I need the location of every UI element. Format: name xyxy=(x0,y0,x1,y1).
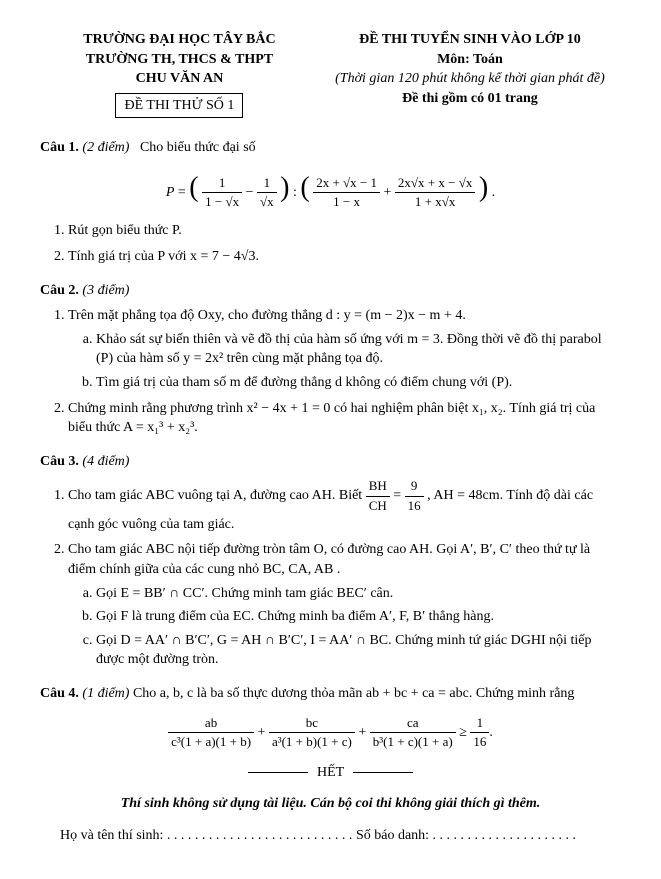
frac-den: c³(1 + a)(1 + b) xyxy=(168,733,254,751)
cau-2: Câu 2. (3 điểm) Trên mặt phẳng tọa độ Ox… xyxy=(40,281,621,438)
cau2-item1: Trên mặt phẳng tọa độ Oxy, cho đường thẳ… xyxy=(68,306,621,392)
frac-den: a³(1 + b)(1 + c) xyxy=(269,733,355,751)
frac-num: 9 xyxy=(405,477,424,496)
frac-den: 16 xyxy=(470,733,489,751)
page-count: Đề thi gồm có 01 trang xyxy=(319,89,621,109)
cau2-pts: (3 điểm) xyxy=(82,283,129,298)
school-name: CHU VĂN AN xyxy=(40,69,319,89)
cau3-list: Cho tam giác ABC vuông tại A, đường cao … xyxy=(40,477,621,670)
cau3-item2-text: Cho tam giác ABC nội tiếp đường tròn tâm… xyxy=(68,542,590,577)
cau1-item1: Rút gọn biểu thức P. xyxy=(68,221,621,241)
subject: Môn: Toán xyxy=(319,50,621,70)
cau2-title: Câu 2. xyxy=(40,283,79,298)
cau2-item1b: Tìm giá trị của tham số m để đường thẳng… xyxy=(96,373,621,393)
cau1-item2: Tính giá trị của P với x = 7 − 4√3. xyxy=(68,247,621,267)
cau4-title: Câu 4. xyxy=(40,686,79,701)
cau3-pts: (4 điểm) xyxy=(82,454,129,469)
school-level: TRƯỜNG TH, THCS & THPT xyxy=(40,50,319,70)
frac-num: ca xyxy=(370,714,456,733)
exam-title: ĐỀ THI TUYỂN SINH VÀO LỚP 10 xyxy=(319,30,621,50)
cau2-item1a: Khảo sát sự biến thiên và vẽ đồ thị của … xyxy=(96,330,621,369)
duration: (Thời gian 120 phút không kể thời gian p… xyxy=(319,69,621,89)
sign-line: Họ và tên thí sinh: . . . . . . . . . . … xyxy=(40,826,621,846)
frac-num: ab xyxy=(168,714,254,733)
cau3-item2c: Gọi D = AA′ ∩ B′C′, G = AH ∩ B′C′, I = A… xyxy=(96,631,621,670)
cau1-intro: Cho biểu thức đại số xyxy=(140,140,256,155)
frac-den: 1 + x√x xyxy=(395,193,475,211)
cau3-item1a: Cho tam giác ABC vuông tại A, đường cao … xyxy=(68,488,366,503)
end-line: HẾT xyxy=(40,763,621,783)
cau3-item2b: Gọi F là trung điểm của EC. Chứng minh b… xyxy=(96,607,621,627)
cau-1: Câu 1. (2 điểm) Cho biểu thức đại số P =… xyxy=(40,138,621,266)
frac-num: 2x√x + x − √x xyxy=(395,174,475,193)
cau2-item1-text: Trên mặt phẳng tọa độ Oxy, cho đường thẳ… xyxy=(68,308,466,323)
cau1-formula: P = ( 11 − √x − 1√x ) : ( 2x + √x − 11 −… xyxy=(40,168,621,211)
cau1-title: Câu 1. xyxy=(40,140,79,155)
frac-den: √x xyxy=(257,193,277,211)
cau3-item1: Cho tam giác ABC vuông tại A, đường cao … xyxy=(68,477,621,534)
frac-num: 1 xyxy=(470,714,489,733)
frac-den: CH xyxy=(366,497,390,515)
cau-3: Câu 3. (4 điểm) Cho tam giác ABC vuông t… xyxy=(40,452,621,670)
frac-num: 1 xyxy=(257,174,277,193)
frac-num: 2x + √x − 1 xyxy=(313,174,380,193)
cau4-formula: abc³(1 + a)(1 + b) + bca³(1 + b)(1 + c) … xyxy=(40,714,621,751)
cau3-item2: Cho tam giác ABC nội tiếp đường tròn tâm… xyxy=(68,540,621,670)
cau1-pts: (2 điểm) xyxy=(82,140,129,155)
cau3-sublist: Gọi E = BB′ ∩ CC′. Chứng minh tam giác B… xyxy=(68,584,621,670)
cau-4: Câu 4. (1 điểm) Cho a, b, c là ba số thự… xyxy=(40,684,621,751)
frac-num: BH xyxy=(366,477,390,496)
cau2-sublist: Khảo sát sự biến thiên và vẽ đồ thị của … xyxy=(68,330,621,393)
header-right: ĐỀ THI TUYỂN SINH VÀO LỚP 10 Môn: Toán (… xyxy=(319,30,621,118)
frac-den: b³(1 + c)(1 + a) xyxy=(370,733,456,751)
exam-code-box: ĐỀ THI THỬ SỐ 1 xyxy=(115,93,243,119)
student-name: Họ và tên thí sinh: . . . . . . . . . . … xyxy=(60,828,352,843)
cau3-title: Câu 3. xyxy=(40,454,79,469)
header-left: TRƯỜNG ĐẠI HỌC TÂY BẮC TRƯỜNG TH, THCS &… xyxy=(40,30,319,118)
footer-note: Thí sinh không sử dụng tài liệu. Cán bộ … xyxy=(40,794,621,814)
school-univ: TRƯỜNG ĐẠI HỌC TÂY BẮC xyxy=(40,30,319,50)
frac-den: 1 − x xyxy=(313,193,380,211)
frac-den: 16 xyxy=(405,497,424,515)
cau2-list: Trên mặt phẳng tọa độ Oxy, cho đường thẳ… xyxy=(40,306,621,438)
cau4-text: Cho a, b, c là ba số thực dương thỏa mãn… xyxy=(133,686,574,701)
cau2-item2: Chứng minh rằng phương trình x² − 4x + 1… xyxy=(68,399,621,438)
cau4-pts: (1 điểm) xyxy=(82,686,129,701)
frac-num: 1 xyxy=(202,174,242,193)
student-sbd: Số báo danh: . . . . . . . . . . . . . .… xyxy=(356,828,576,843)
cau1-list: Rút gọn biểu thức P. Tính giá trị của P … xyxy=(40,221,621,266)
end-text: HẾT xyxy=(317,765,344,780)
frac-num: bc xyxy=(269,714,355,733)
frac-den: 1 − √x xyxy=(202,193,242,211)
cau3-item2a: Gọi E = BB′ ∩ CC′. Chứng minh tam giác B… xyxy=(96,584,621,604)
header: TRƯỜNG ĐẠI HỌC TÂY BẮC TRƯỜNG TH, THCS &… xyxy=(40,30,621,118)
